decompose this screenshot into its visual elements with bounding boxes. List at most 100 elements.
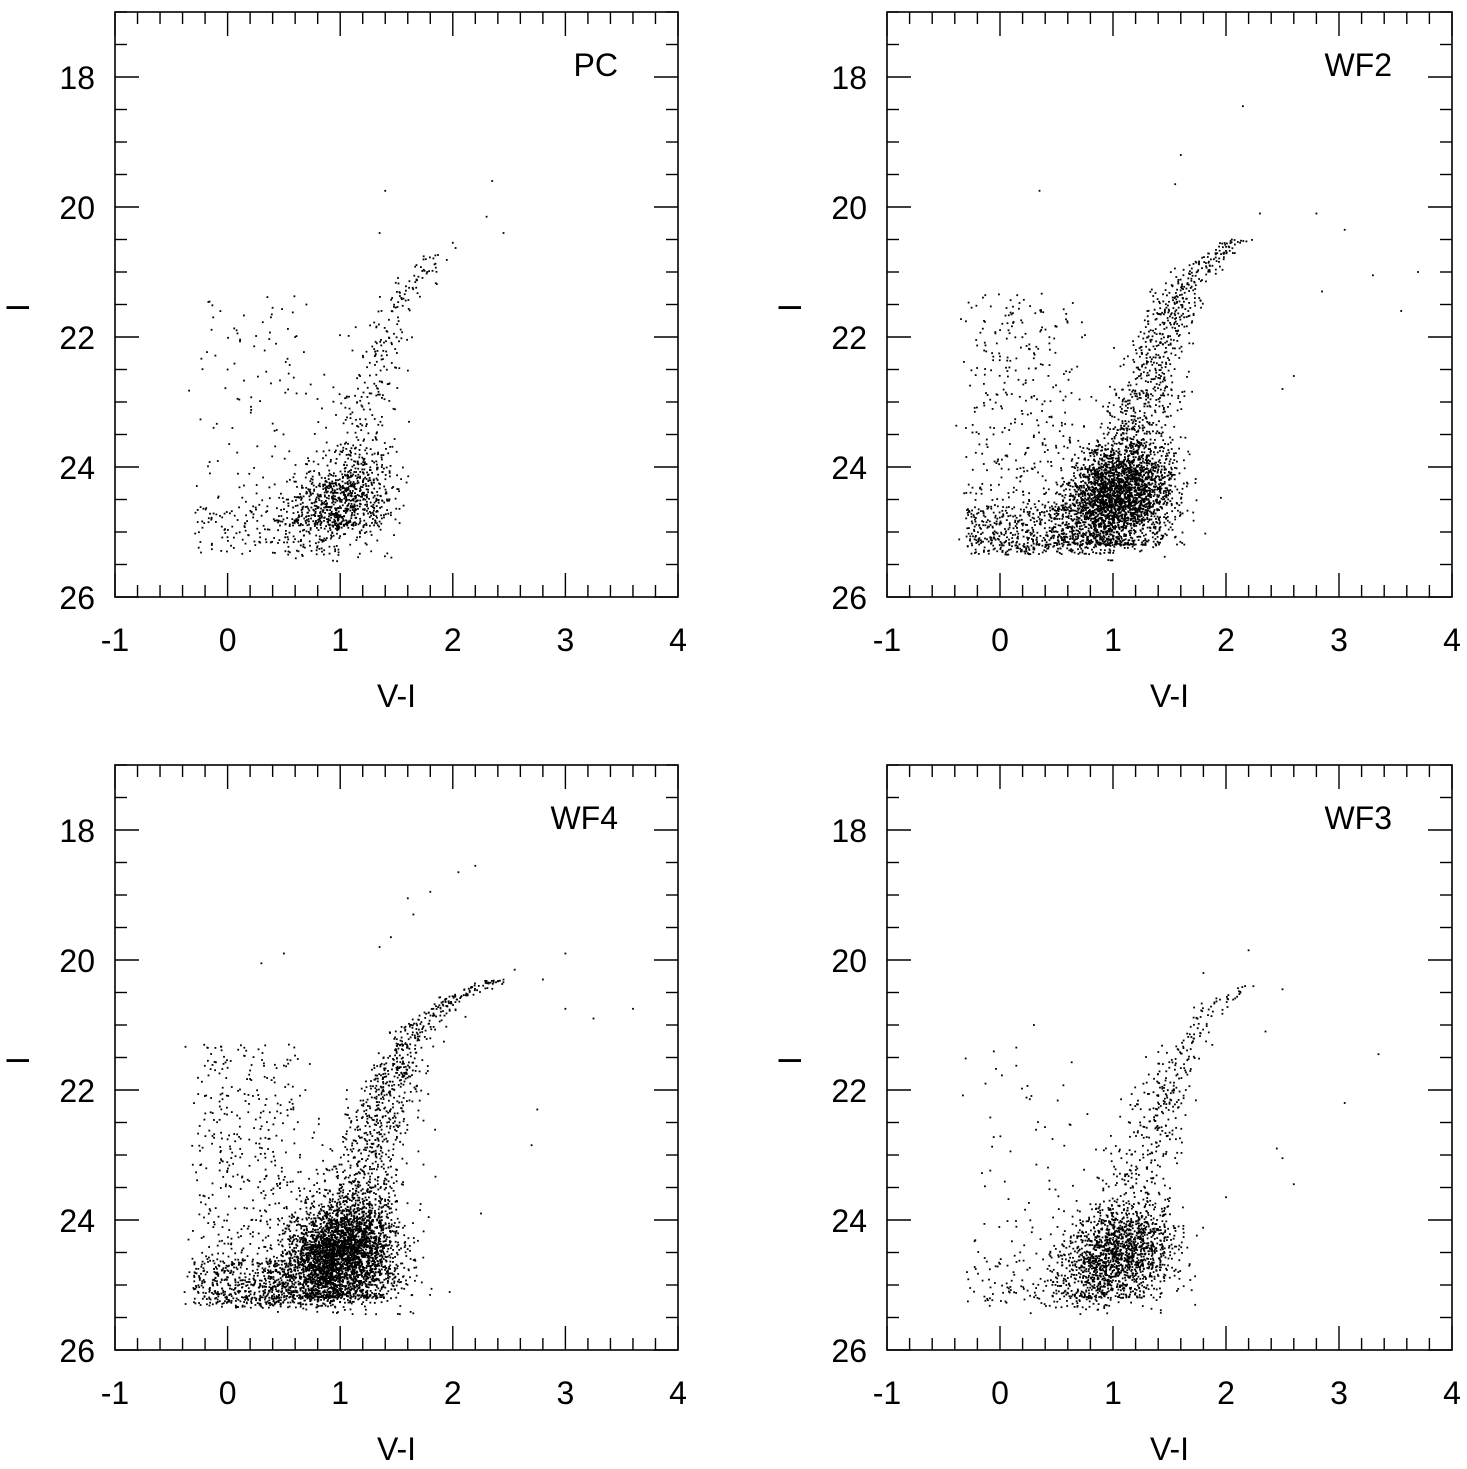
star-point [224, 387, 227, 390]
star-point [432, 257, 435, 260]
star-point [331, 489, 334, 492]
star-point [1194, 304, 1196, 307]
star-point [1138, 441, 1141, 444]
star-point [1066, 446, 1069, 449]
star-point [1210, 258, 1212, 261]
star-point [1105, 464, 1108, 466]
star-point [338, 516, 340, 518]
star-point [365, 543, 368, 546]
star-point [1134, 395, 1137, 397]
star-point [1117, 429, 1119, 431]
star-point [288, 523, 291, 526]
star-point [407, 475, 410, 478]
star-point [1173, 297, 1176, 299]
star-point [1155, 371, 1158, 374]
star-point [1097, 460, 1100, 463]
star-point [1140, 442, 1143, 444]
x-tick-label: 1 [1104, 622, 1122, 658]
star-point [1134, 451, 1137, 454]
star-point [1147, 396, 1149, 399]
star-point [1099, 503, 1102, 506]
star-point [1099, 426, 1102, 429]
star-point [1159, 397, 1161, 399]
star-point [1169, 363, 1172, 365]
star-point [373, 487, 376, 490]
star-point [1156, 312, 1159, 314]
star-point [369, 479, 372, 482]
star-point [1183, 467, 1186, 470]
star-point [1175, 292, 1177, 294]
star-point [1189, 273, 1191, 275]
star-point [1158, 487, 1161, 490]
star-point [1113, 545, 1116, 548]
star-point [342, 484, 344, 487]
star-point [339, 505, 341, 508]
star-point [1153, 308, 1156, 311]
star-point [1163, 462, 1166, 464]
star-point [1126, 475, 1129, 477]
star-point [1112, 493, 1115, 496]
star-point [1236, 241, 1239, 243]
star-point [284, 391, 287, 394]
star-point [1153, 361, 1155, 364]
star-point [414, 281, 417, 283]
star-point [239, 340, 241, 343]
star-point [1142, 438, 1145, 440]
star-point [1181, 542, 1184, 544]
star-point [266, 528, 269, 531]
star-point [199, 418, 202, 421]
star-point [1083, 515, 1086, 518]
star-point [1083, 518, 1086, 521]
star-point [1162, 483, 1164, 485]
star-point [1190, 271, 1193, 274]
star-point [313, 501, 316, 504]
star-point [1120, 464, 1123, 466]
star-point [207, 465, 209, 468]
star-point [1170, 389, 1173, 391]
star-point [1105, 469, 1108, 472]
star-point [1094, 449, 1097, 452]
star-point [1169, 335, 1171, 338]
star-point [1129, 464, 1131, 466]
star-point [365, 522, 368, 525]
star-point [1135, 352, 1138, 355]
star-point [1105, 506, 1107, 509]
star-point [1130, 460, 1133, 463]
star-point [1055, 512, 1058, 514]
star-point [357, 467, 360, 470]
star-point [1181, 297, 1184, 299]
star-point [1138, 474, 1141, 477]
star-point [269, 541, 272, 544]
star-point [1138, 510, 1141, 513]
star-point [295, 335, 298, 337]
star-point [1106, 433, 1109, 436]
star-point [1155, 475, 1157, 478]
star-point [350, 485, 352, 487]
star-point [1104, 476, 1107, 478]
star-point [1188, 453, 1191, 456]
star-point [287, 538, 290, 541]
star-point [1119, 506, 1121, 508]
star-point [1115, 515, 1118, 518]
star-point [1114, 495, 1117, 498]
star-point [353, 471, 356, 473]
star-point [317, 421, 320, 423]
star-point [362, 526, 365, 529]
star-point [1160, 475, 1163, 477]
star-point [1174, 303, 1176, 305]
star-point [1087, 479, 1090, 482]
star-point [361, 405, 364, 408]
star-point [328, 512, 331, 515]
star-point [346, 499, 348, 501]
star-point [333, 518, 336, 521]
star-point [1195, 271, 1198, 274]
star-point [375, 394, 378, 397]
star-point [1087, 477, 1090, 480]
star-point [397, 277, 399, 279]
star-point [1101, 458, 1103, 461]
star-point [1180, 304, 1182, 306]
star-point [360, 429, 363, 431]
star-point [1106, 478, 1109, 481]
star-point [1091, 522, 1094, 525]
star-point [381, 464, 383, 466]
